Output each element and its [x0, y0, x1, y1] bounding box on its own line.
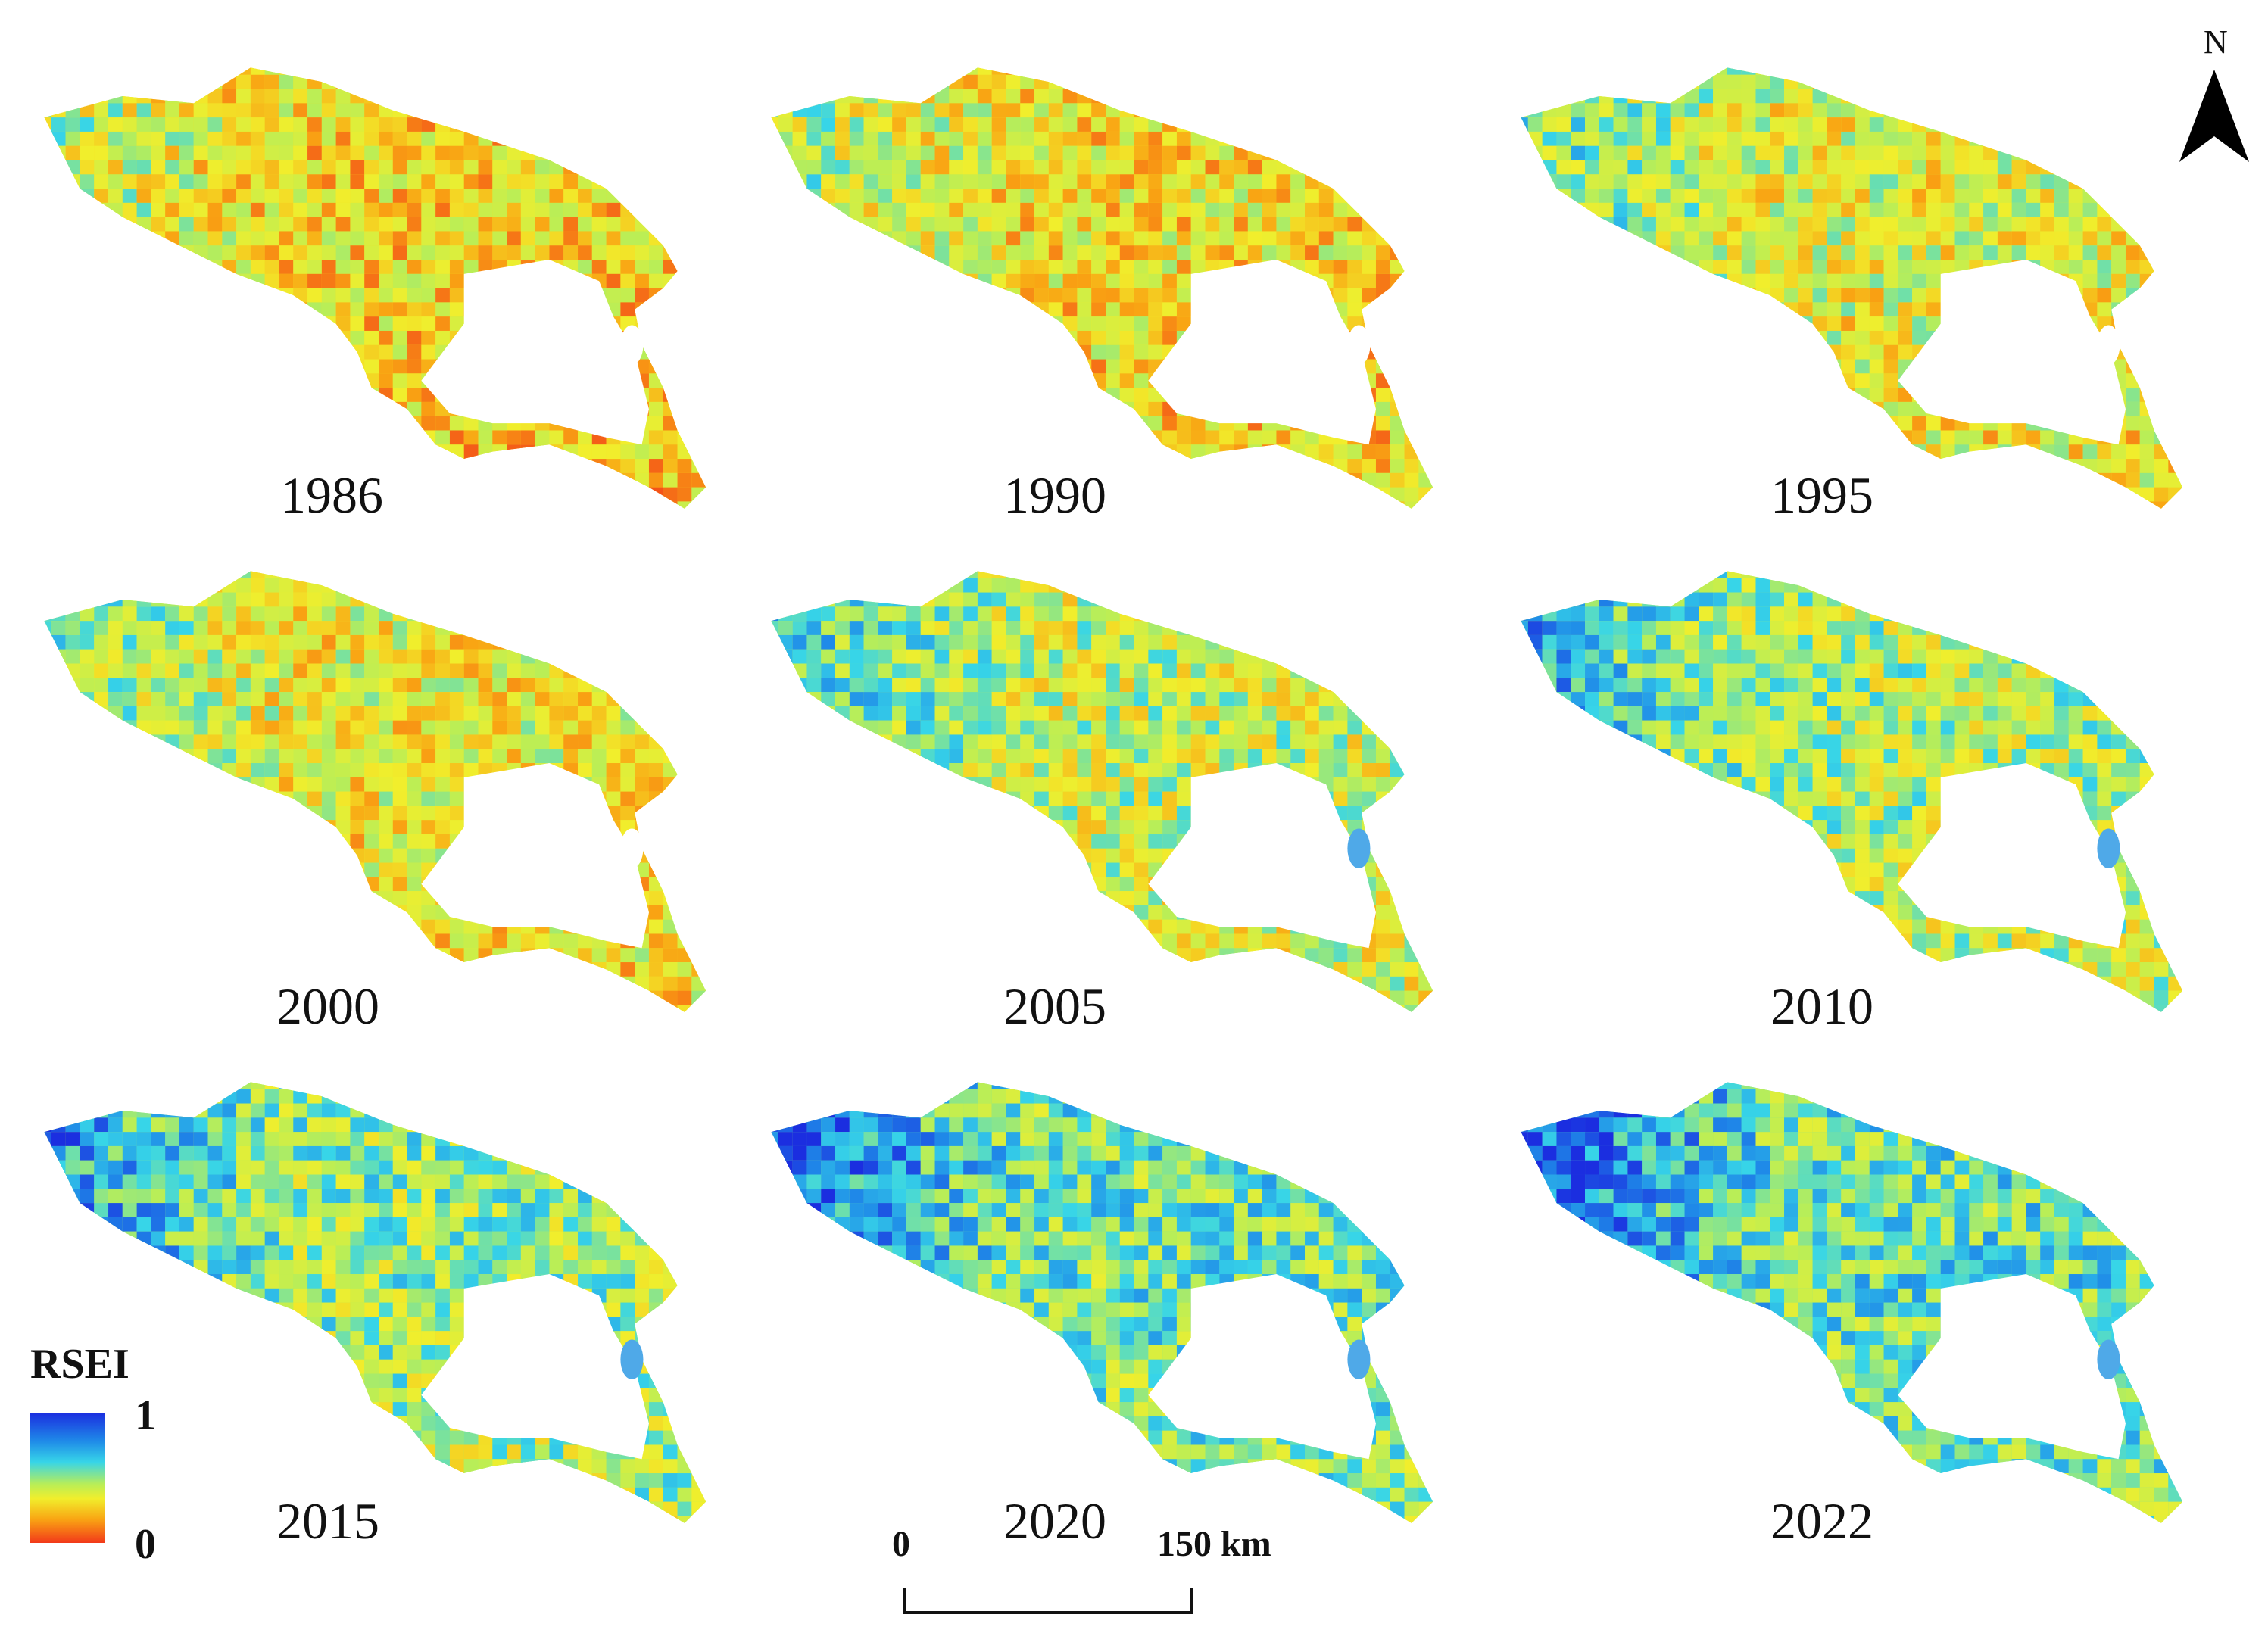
rsei-map-1986 [44, 67, 707, 509]
rsei-raster [1521, 1082, 2183, 1523]
rsei-map-2005 [771, 571, 1433, 1012]
rsei-raster [44, 67, 707, 509]
water-body [620, 325, 644, 366]
lake-area [1898, 260, 2126, 445]
map-panel-2005 [742, 564, 1469, 1033]
scale-bar-zero-label: 0 [892, 1524, 910, 1564]
year-label-2022: 2022 [1770, 1492, 1873, 1550]
year-label-1995: 1995 [1770, 466, 1873, 524]
legend-min-label: 0 [135, 1521, 156, 1568]
water-body [1347, 828, 1371, 869]
year-label-2000: 2000 [276, 977, 379, 1035]
legend-max-label: 1 [135, 1392, 156, 1439]
lake-area [1148, 260, 1376, 445]
year-label-1990: 1990 [1003, 466, 1106, 524]
rsei-raster [44, 1082, 707, 1523]
rsei-map-2000 [44, 571, 707, 1012]
legend-title: RSEI [30, 1341, 129, 1388]
year-label-2010: 2010 [1770, 977, 1873, 1035]
lake-area [1898, 763, 2126, 949]
rsei-raster [771, 571, 1433, 1012]
rsei-map-2022 [1521, 1082, 2183, 1523]
water-body [2097, 325, 2120, 366]
lake-area [421, 260, 649, 445]
scale-bar-end-label: 150 km [1157, 1524, 1271, 1564]
map-panel-2000 [15, 564, 742, 1033]
map-panel-1995 [1492, 61, 2219, 530]
north-arrow-icon [2179, 70, 2249, 162]
north-label: N [2204, 23, 2228, 61]
year-label-2005: 2005 [1003, 977, 1106, 1035]
map-panel-2015 [15, 1075, 742, 1544]
rsei-raster [1521, 67, 2183, 509]
rsei-map-2010 [1521, 571, 2183, 1012]
water-body [2097, 828, 2120, 869]
lake-area [421, 1274, 649, 1460]
year-label-1986: 1986 [280, 466, 383, 524]
lake-area [1898, 1274, 2126, 1460]
rsei-map-1995 [1521, 67, 2183, 509]
map-panel-1986 [15, 61, 742, 530]
rsei-raster [44, 571, 707, 1012]
rsei-map-1990 [771, 67, 1433, 509]
rsei-map-2015 [44, 1082, 707, 1523]
map-panel-2022 [1492, 1075, 2219, 1544]
water-body [620, 828, 644, 869]
rsei-raster [771, 67, 1433, 509]
year-label-2020: 2020 [1003, 1492, 1106, 1550]
rsei-raster [1521, 571, 2183, 1012]
water-body [1347, 325, 1371, 366]
lake-area [1148, 1274, 1376, 1460]
map-panel-1990 [742, 61, 1469, 530]
water-body [2097, 1339, 2120, 1380]
map-panel-2020 [742, 1075, 1469, 1544]
lake-area [421, 763, 649, 949]
water-body [620, 1339, 644, 1380]
legend-color-ramp [30, 1413, 105, 1543]
scale-bar [903, 1588, 1193, 1614]
year-label-2015: 2015 [276, 1492, 379, 1550]
rsei-raster [771, 1082, 1433, 1523]
water-body [1347, 1339, 1371, 1380]
rsei-map-2020 [771, 1082, 1433, 1523]
lake-area [1148, 763, 1376, 949]
map-panel-2010 [1492, 564, 2219, 1033]
